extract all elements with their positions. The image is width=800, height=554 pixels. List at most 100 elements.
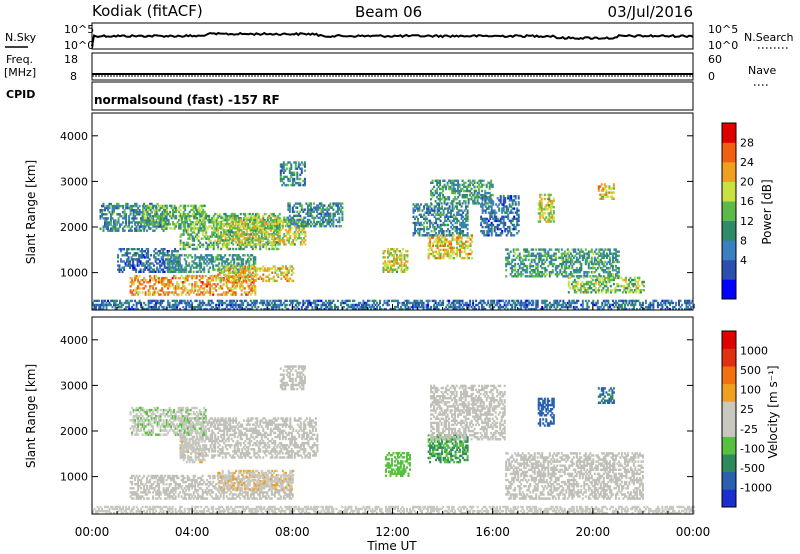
echo-cell-region-8 bbox=[256, 273, 259, 276]
echo-cell-region-2 bbox=[214, 235, 217, 238]
echo-cell-region-14 bbox=[480, 215, 483, 218]
echo-cell-region-3 bbox=[265, 222, 268, 226]
echo-cell-region-7 bbox=[243, 287, 246, 290]
echo-cell-region-5 bbox=[142, 250, 145, 253]
echo-cell-region-5 bbox=[133, 248, 136, 251]
echo-cell-region-2 bbox=[211, 217, 214, 220]
echo-cell-region-1 bbox=[148, 221, 151, 224]
echo-cell-region-0 bbox=[129, 206, 132, 210]
echo-cell-region-1 bbox=[175, 217, 178, 220]
echo-cell-region-15 bbox=[557, 248, 560, 251]
echo-cell-region-0 bbox=[135, 221, 138, 224]
echo-cell-region-2 bbox=[256, 225, 259, 228]
echo-cell-region-7 bbox=[206, 285, 209, 288]
echo-cell-region-2 bbox=[242, 237, 245, 240]
echo-cell-region-5 bbox=[147, 250, 150, 253]
echo-cell-region-1 bbox=[155, 212, 158, 216]
echo-cell-region-2 bbox=[277, 241, 280, 244]
echo-cell-region-2 bbox=[268, 239, 271, 242]
echo-cell-region-1 bbox=[173, 208, 176, 212]
echo-cell-region-2 bbox=[203, 235, 206, 238]
echo-cell-region-1 bbox=[154, 210, 157, 214]
echo-cell-region-13 bbox=[433, 234, 436, 237]
echo-cell-region-0 bbox=[144, 204, 147, 208]
echo-cell-region-2 bbox=[214, 229, 217, 232]
echo-cell-region-4 bbox=[332, 202, 335, 205]
echo-cell-region-0 bbox=[137, 211, 140, 214]
echo-cell-region-5 bbox=[162, 268, 165, 271]
echo-cell-region-1 bbox=[170, 206, 173, 210]
echo-cell-region-3 bbox=[293, 243, 296, 246]
echo-cell-region-2 bbox=[185, 241, 188, 244]
echo-cell-region-0 bbox=[102, 217, 105, 220]
echo-cell-region-7 bbox=[147, 281, 150, 284]
echo-cell-region-2 bbox=[229, 237, 232, 240]
echo-cell-region-3 bbox=[251, 237, 254, 240]
echo-cell-region-0 bbox=[116, 227, 118, 230]
echo-cell-region-6 bbox=[212, 264, 215, 267]
echo-cell-region-0 bbox=[135, 229, 138, 232]
echo-cell-region-2 bbox=[272, 247, 275, 251]
echo-cell-region-2 bbox=[244, 214, 247, 218]
echo-cell-region-2 bbox=[218, 212, 221, 216]
echo-cell-region-7 bbox=[182, 289, 185, 292]
echo-cell-region-6 bbox=[233, 262, 236, 265]
echo-cell-region-2 bbox=[227, 239, 230, 242]
echo-cell-region-2 bbox=[259, 241, 262, 244]
echo-cell-region-6 bbox=[177, 264, 180, 267]
echo-cell-region-3 bbox=[280, 218, 283, 221]
echo-cell-region-2 bbox=[196, 219, 199, 222]
echo-cell-region-10 bbox=[382, 252, 385, 255]
echo-cell-region-14 bbox=[496, 197, 499, 200]
echo-cell-region-2 bbox=[227, 231, 230, 234]
echo-cell-region-5 bbox=[133, 258, 136, 261]
echo-cell-region-1 bbox=[163, 225, 166, 228]
echo-cell-region-16 bbox=[591, 278, 594, 282]
echo-cell-region-0 bbox=[141, 211, 144, 214]
echo-cell-region-0 bbox=[104, 219, 106, 222]
echo-cell-region-2 bbox=[184, 247, 187, 251]
echo-cell-region-4 bbox=[318, 220, 321, 224]
echo-cell-region-2 bbox=[199, 225, 202, 228]
echo-cell-region-0 bbox=[131, 204, 134, 208]
echo-cell-region-4 bbox=[320, 218, 323, 222]
echo-cell-region-2 bbox=[269, 217, 272, 220]
echo-cell-region-3 bbox=[260, 232, 263, 236]
echo-cell-region-15 bbox=[532, 248, 535, 251]
echo-cell-region-8 bbox=[251, 275, 254, 278]
echo-cell-region-1 bbox=[172, 214, 175, 218]
echo-cell-region-0 bbox=[152, 229, 155, 232]
echo-cell-region-1 bbox=[178, 210, 181, 214]
echo-cell-region-3 bbox=[283, 216, 286, 219]
echo-cell-region-4 bbox=[327, 212, 330, 215]
echo-cell-region-17 bbox=[540, 204, 543, 207]
echo-cell-region-3 bbox=[274, 224, 277, 228]
echo-cell-region-14 bbox=[516, 211, 519, 214]
echo-cell-region-9 bbox=[303, 163, 306, 166]
echo-cell-region-5 bbox=[130, 258, 133, 261]
echo-cell-region-1 bbox=[169, 210, 172, 214]
nsky-tick-top: 10^5 bbox=[64, 23, 94, 36]
echo-cell-region-13 bbox=[447, 227, 450, 231]
echo-cell-region-3 bbox=[277, 243, 280, 246]
echo-cell-region-2 bbox=[277, 214, 280, 218]
echo-cell-region-2 bbox=[218, 214, 221, 218]
echo-cell-region-5 bbox=[148, 268, 151, 271]
echo-cell-region-0 bbox=[135, 202, 138, 206]
echo-cell-region-7 bbox=[149, 281, 152, 284]
echo-cell-region-5 bbox=[120, 248, 122, 251]
echo-cell-region-8 bbox=[262, 277, 265, 280]
echo-cell-region-2 bbox=[190, 229, 193, 232]
echo-cell-region-2 bbox=[260, 235, 263, 238]
echo-cell-region-5 bbox=[135, 254, 138, 257]
echo-cell-region-4 bbox=[318, 225, 321, 228]
echo-cell-region-16 bbox=[632, 291, 635, 294]
echo-cell-region-11 bbox=[433, 240, 436, 243]
echo-cell-region-4 bbox=[329, 214, 332, 218]
echo-cell-region-7 bbox=[188, 289, 191, 292]
echo-cell-region-2 bbox=[265, 227, 268, 230]
echo-cell-region-4 bbox=[333, 214, 336, 218]
echo-cell-region-1 bbox=[143, 221, 146, 224]
echo-cell-region-3 bbox=[256, 220, 259, 223]
echo-cell-region-13 bbox=[433, 207, 436, 210]
